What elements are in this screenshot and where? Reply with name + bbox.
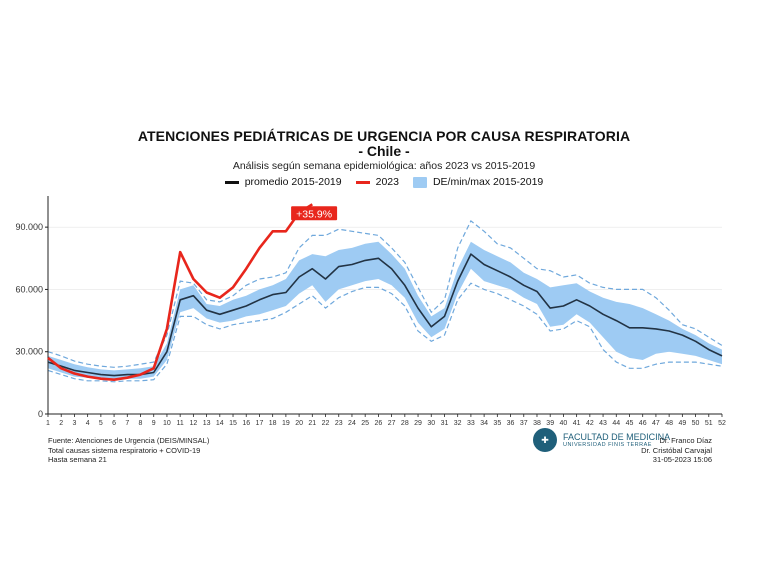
chart-subtitle: - Chile - — [358, 143, 410, 159]
university-seal-icon: ✚ — [533, 428, 557, 452]
x-tick-label: 14 — [216, 420, 224, 427]
legend-label-2023: 2023 — [375, 176, 399, 188]
legend-swatch-promedio — [224, 180, 239, 184]
x-tick-label: 36 — [507, 420, 515, 427]
x-tick-label: 16 — [242, 420, 250, 427]
x-tick-label: 30 — [427, 420, 435, 427]
series-2023-line — [47, 203, 313, 382]
x-tick-label: 25 — [361, 420, 369, 427]
x-tick-label: 9 — [152, 420, 156, 427]
x-tick-label: 26 — [374, 420, 382, 427]
author-2: Dr. Cristóbal Carvajal — [641, 445, 712, 455]
x-tick-label: 28 — [401, 420, 409, 427]
x-tick-label: 17 — [256, 420, 264, 427]
x-tick-label: 52 — [718, 420, 726, 427]
sd-band-area — [48, 241, 722, 380]
source-line-1: Fuente: Atenciones de Urgencia (DEIS/MIN… — [48, 436, 210, 445]
chart-legend: promedio 2015-2019 2023 DE/min/max 2015-… — [0, 176, 768, 188]
x-tick-label: 3 — [72, 420, 76, 427]
legend-label-promedio: promedio 2015-2019 — [244, 176, 342, 188]
source-line-2: Total causas sistema respiratorio + COVI… — [48, 445, 201, 455]
x-tick-label: 43 — [599, 420, 607, 427]
x-tick-label: 33 — [467, 420, 475, 427]
logo-text-university: UNIVERSIDAD FINIS TERRAE — [563, 442, 652, 448]
x-tick-label: 35 — [493, 420, 501, 427]
x-tick-label: 11 — [177, 420, 184, 427]
x-tick-label: 18 — [269, 420, 277, 427]
x-tick-label: 39 — [546, 420, 554, 427]
x-tick-label: 51 — [705, 420, 713, 427]
x-tick-label: 15 — [229, 420, 237, 427]
x-tick-label: 44 — [612, 420, 620, 427]
x-tick-label: 46 — [639, 420, 647, 427]
legend-item-2023: 2023 — [355, 176, 399, 188]
x-tick-label: 19 — [282, 420, 290, 427]
x-tick-label: 29 — [414, 420, 422, 427]
x-tick-label: 4 — [86, 420, 90, 427]
chart-analysis-note: Análisis según semana epidemiológica: añ… — [232, 160, 536, 172]
x-tick-label: 40 — [560, 420, 568, 427]
x-tick-label: 22 — [322, 420, 330, 427]
x-tick-label: 42 — [586, 420, 594, 427]
x-tick-label: 12 — [189, 420, 197, 427]
x-tick-label: 41 — [573, 420, 581, 427]
faculty-logo: ✚ FACULTAD DE MEDICINA UNIVERSIDAD FINIS… — [533, 428, 670, 452]
x-tick-label: 7 — [125, 420, 129, 427]
x-tick-label: 37 — [520, 420, 528, 427]
x-tick-label: 21 — [308, 420, 316, 427]
annotation-label: +35.9% — [296, 208, 332, 220]
x-tick-label: 50 — [692, 420, 700, 427]
y-tick-label: 0 — [38, 409, 43, 419]
x-tick-label: 38 — [533, 420, 541, 427]
legend-item-band: DE/min/max 2015-2019 — [412, 176, 544, 188]
x-tick-label: 32 — [454, 420, 462, 427]
legend-swatch-2023 — [355, 180, 370, 184]
x-tick-label: 2 — [59, 420, 63, 427]
source-notes: Fuente: Atenciones de Urgencia (DEIS/MIN… — [48, 436, 209, 465]
authors-block: Dr. Franco Díaz Dr. Cristóbal Carvajal 3… — [641, 436, 712, 465]
series-promedio-line — [47, 253, 723, 377]
x-tick-label: 49 — [678, 420, 686, 427]
x-tick-label: 31 — [441, 420, 449, 427]
x-tick-label: 6 — [112, 420, 116, 427]
logo-text-faculty: FACULTAD DE MEDICINA — [563, 432, 671, 442]
annotation-badge — [291, 206, 338, 221]
x-tick-label: 47 — [652, 420, 660, 427]
legend-label-band: DE/min/max 2015-2019 — [432, 176, 544, 188]
y-tick-label: 60.000 — [15, 284, 43, 294]
x-tick-label: 10 — [163, 420, 171, 427]
x-tick-label: 48 — [665, 420, 673, 427]
legend-item-promedio: promedio 2015-2019 — [224, 176, 342, 188]
x-tick-label: 45 — [626, 420, 634, 427]
x-tick-label: 20 — [295, 420, 303, 427]
author-1: Dr. Franco Díaz — [659, 436, 712, 445]
x-tick-label: 1 — [46, 420, 50, 427]
x-tick-label: 5 — [99, 420, 103, 427]
y-tick-label: 30.000 — [15, 347, 43, 357]
legend-swatch-band — [412, 176, 427, 188]
x-tick-label: 34 — [480, 420, 488, 427]
x-tick-label: 13 — [203, 420, 211, 427]
y-tick-label: 90.000 — [15, 222, 43, 232]
source-line-3: Hasta semana 21 — [48, 455, 107, 464]
x-tick-label: 27 — [388, 420, 396, 427]
x-tick-label: 24 — [348, 420, 356, 427]
chart-title: ATENCIONES PEDIÁTRICAS DE URGENCIA POR C… — [137, 128, 631, 144]
x-tick-label: 23 — [335, 420, 343, 427]
minmax-lower-line — [47, 282, 723, 383]
timestamp: 31-05-2023 15:06 — [652, 455, 712, 464]
x-tick-label: 8 — [139, 420, 143, 427]
